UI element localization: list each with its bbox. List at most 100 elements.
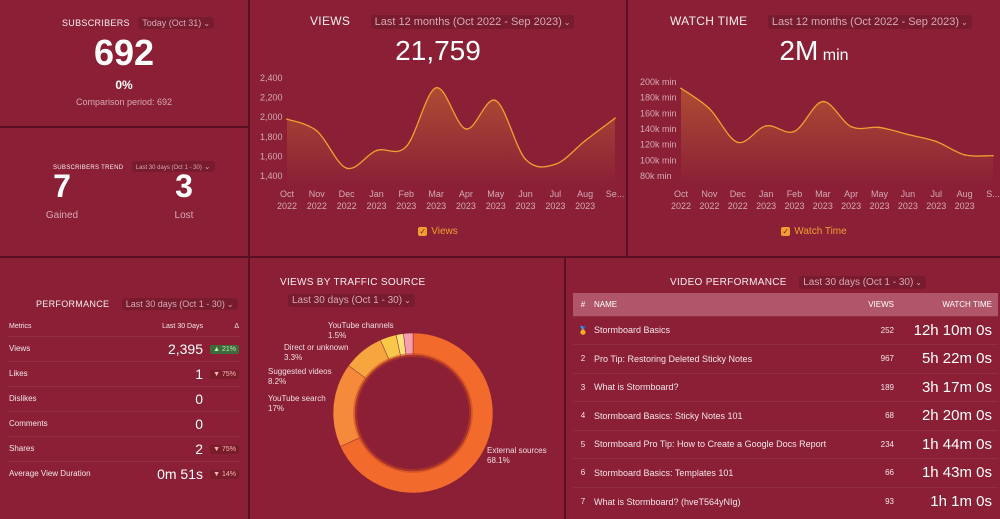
row-number: 7 [580,497,586,506]
col-header-metrics: Metrics [9,323,32,331]
data-point[interactable] [494,99,497,102]
x-tick-label: Jul [550,189,562,199]
data-point[interactable] [963,154,966,156]
data-point[interactable] [680,87,682,90]
x-tick-year: 2023 [486,201,506,210]
data-point[interactable] [822,100,824,103]
views-total: 21,759 [395,35,481,66]
table-row[interactable]: 3 What is Stormboard? 189 3h 17m 0s [573,373,998,402]
table-row: Comments 0 [8,411,240,436]
data-point[interactable] [584,139,586,142]
y-tick-label: 80k min [640,171,672,181]
x-tick-label: Mar [428,189,444,199]
table-row[interactable]: 🏅 Stormboard Basics 252 12h 10m 0s [573,316,998,345]
widget-title: SUBSCRIBERS [62,18,130,28]
x-tick-label: Jun [518,189,533,199]
traffic-source-widget: VIEWS BY TRAFFIC SOURCE Last 30 days (Oc… [250,258,564,519]
x-tick-label: Feb [399,189,415,199]
video-name[interactable]: What is Stormboard? (hveT564yNIg) [594,496,741,507]
chevron-down-icon: ⌄ [915,278,922,287]
table-row[interactable]: 6 Stormboard Basics: Templates 101 66 1h 43… [573,458,998,488]
col-header-watch-time: WATCH TIME [942,299,992,309]
chevron-down-icon: ⌄ [203,162,211,171]
period-dropdown[interactable]: Last 30 days (Oct 1 - 30) ⌄ [131,161,215,172]
x-tick-label: Jul [931,189,943,199]
delta-badge: ▼ 75% [210,370,239,379]
data-point[interactable] [524,158,527,161]
data-point[interactable] [765,125,767,127]
table-row[interactable]: 2 Pro Tip: Restoring Deleted Sticky Notes… [573,344,998,374]
widget-title: VIDEO PERFORMANCE [670,277,787,288]
col-header-num: # [580,299,586,309]
data-point[interactable] [935,140,938,143]
data-point[interactable] [465,128,467,130]
period-dropdown[interactable]: Today (Oct 31) ⌄ [138,17,215,29]
data-point[interactable] [405,145,408,148]
video-watch-time: 2h 20m 0s [921,407,992,425]
table-row[interactable]: 5 Stormboard Pro Tip: How to Create a Goo… [573,430,998,459]
data-point[interactable] [286,118,288,120]
data-point[interactable] [878,126,881,129]
period-dropdown[interactable]: Last 12 months (Oct 2022 - Sep 2023) ⌄ [767,15,972,29]
data-point[interactable] [992,154,994,157]
metric-delta-cell: ▲ 21% [204,336,240,361]
data-point[interactable] [850,125,852,128]
x-tick-year: 2023 [545,201,565,210]
video-performance-table: # NAME VIEWS WATCH TIME 🏅 Stormboard Basi… [573,293,998,516]
lost-label: Lost [174,210,194,221]
slice-label: YouTube channels [328,321,394,330]
video-name[interactable]: Pro Tip: Restoring Deleted Sticky Notes [594,353,753,364]
watch-time-widget: WATCH TIME Last 12 months (Oct 2022 - Se… [628,0,1000,256]
metric-delta-cell [204,386,240,411]
video-name[interactable]: Stormboard Pro Tip: How to Create a Goog… [594,439,827,450]
video-views: 93 [885,497,894,506]
comparison-text: Comparison period: 692 [75,97,173,107]
x-tick-label: Jun [901,189,916,199]
row-number: 5 [580,439,586,449]
period-dropdown[interactable]: Last 30 days (Oct 1 - 30) ⌄ [121,298,238,310]
subscriber-count: 692 [93,32,155,73]
y-tick-label: 2,200 [260,93,283,103]
data-point[interactable] [345,167,348,169]
table-row[interactable]: 7 What is Stormboard? (hveT564yNIg) 93 1h 1… [573,487,998,516]
data-point[interactable] [614,117,616,119]
delta-badge: ▲ 21% [210,345,239,354]
video-name[interactable]: Stormboard Basics: Sticky Notes 101 [594,410,743,421]
video-name[interactable]: What is Stormboard? [594,382,679,393]
data-point[interactable] [907,133,909,136]
period-dropdown[interactable]: Last 30 days (Oct 1 - 30) ⌄ [799,276,926,289]
period-dropdown[interactable]: Last 30 days (Oct 1 - 30) ⌄ [288,294,415,307]
widget-title: PERFORMANCE [36,299,110,309]
views-legend[interactable]: ✓ Views [418,226,458,237]
x-tick-year: 2023 [366,201,386,210]
y-tick-label: 160k min [640,108,677,118]
x-tick-label: Dec [730,189,747,199]
period-dropdown[interactable]: Last 12 months (Oct 2022 - Sep 2023) ⌄ [370,15,575,29]
x-tick-year: 2023 [456,201,476,210]
table-row[interactable]: 4 Stormboard Basics: Sticky Notes 101 68 2h… [573,401,998,431]
table-row: Shares 2 ▼ 75% [8,436,240,461]
subscribers-widget: SUBSCRIBERS Today (Oct 31) ⌄ 692 0% Compa… [0,0,248,126]
metric-value: 2 [195,440,203,457]
data-point[interactable] [554,163,557,166]
data-point[interactable] [793,130,796,133]
slice-percent: 3.3% [284,353,302,362]
x-tick-year: 2023 [841,201,861,210]
data-point[interactable] [435,87,437,89]
x-tick-year: 2022 [337,201,357,210]
slice-percent: 8.2% [268,377,286,386]
x-tick-year: 2023 [575,201,595,210]
data-point[interactable] [736,141,739,144]
views-widget: VIEWS Last 12 months (Oct 2022 - Sep 202… [250,0,626,256]
data-point[interactable] [316,130,318,132]
data-point[interactable] [708,107,711,110]
watch-time-legend[interactable]: ✓ Watch Time [781,226,847,237]
x-tick-year: 2023 [870,201,890,210]
data-point[interactable] [375,149,378,152]
video-name[interactable]: Stormboard Basics [594,325,671,336]
video-name[interactable]: Stormboard Basics: Templates 101 [594,467,734,478]
x-tick-year: 2023 [955,201,975,210]
widget-title: VIEWS BY TRAFFIC SOURCE [280,277,426,288]
video-watch-time: 12h 10m 0s [913,321,992,339]
